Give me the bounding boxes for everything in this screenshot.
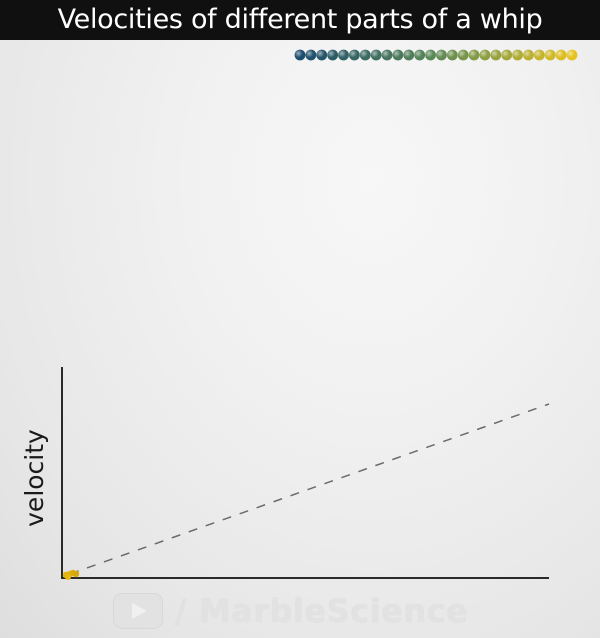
whip-marble-highlight [501, 49, 513, 61]
trend-line [69, 403, 550, 575]
whip-marble-highlight [403, 49, 415, 61]
y-axis-label: velocity [20, 429, 49, 527]
whip-marble-highlight [338, 49, 349, 61]
whip-marble-highlight [468, 49, 480, 61]
whip-marble-highlight [370, 49, 382, 61]
data-point [65, 574, 71, 580]
whip-marble-highlight [436, 49, 447, 61]
whip-marble-highlight [533, 49, 545, 61]
whip-marble-highlight [490, 49, 502, 61]
watermark: / MarbleScience [113, 588, 468, 634]
play-button-icon [113, 593, 163, 629]
whip-marble-highlight [457, 49, 469, 61]
whip-marble-highlight [512, 49, 523, 61]
data-points [62, 569, 80, 580]
whip-marble-highlight [359, 49, 371, 61]
whip-marble-highlight [555, 49, 567, 61]
whip-marble-highlight [544, 49, 556, 61]
whip-marble-highlight [479, 49, 491, 61]
whip-marble-highlight [349, 49, 360, 61]
whip-marble-highlight [566, 49, 578, 61]
whip-marble-highlight [392, 49, 404, 61]
watermark-text: / MarbleScience [175, 592, 469, 630]
whip-marble-highlight [316, 49, 328, 61]
whip-marble-highlight [381, 49, 393, 61]
whip-marble-highlight [446, 49, 458, 61]
whip-marble-highlight [327, 49, 339, 61]
whip-marble-highlight [414, 49, 426, 61]
whip-marble-highlight [305, 49, 317, 61]
video-title: Velocities of different parts of a whip [0, 0, 600, 40]
whip-marble-highlight [523, 49, 534, 61]
whip-marbles [294, 49, 578, 61]
whip-marble-highlight [294, 49, 306, 61]
whip-marble-highlight [425, 49, 436, 61]
data-point [72, 570, 80, 578]
